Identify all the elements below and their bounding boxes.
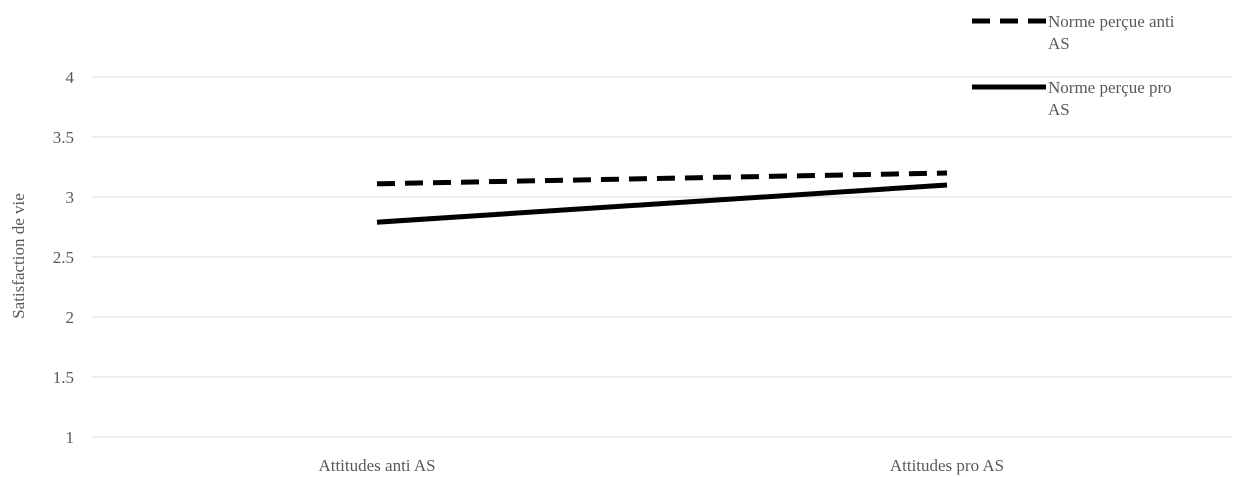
y-tick-labels: 1 1.5 2 2.5 3 3.5 4 (53, 68, 75, 447)
series-line-2 (376, 182, 948, 225)
legend-label-2: Norme perçue pro AS (1048, 78, 1172, 119)
y-axis-title: Satisfaction de vie (9, 193, 28, 319)
y-tick-label: 3 (66, 188, 75, 207)
series-lines (376, 170, 948, 225)
x-category-labels: Attitudes anti AS Attitudes pro AS (318, 456, 1004, 475)
y-tick-label: 1.5 (53, 368, 74, 387)
x-category-label: Attitudes pro AS (890, 456, 1004, 475)
series-line-1 (376, 170, 948, 187)
y-tick-label: 3.5 (53, 128, 74, 147)
y-tick-label: 2 (66, 308, 75, 327)
y-tick-label: 2.5 (53, 248, 74, 267)
y-tick-label: 4 (66, 68, 75, 87)
legend: Norme perçue anti AS Norme perçue pro AS (972, 12, 1175, 119)
legend-label-1: Norme perçue anti AS (1048, 12, 1175, 53)
y-tick-label: 1 (66, 428, 75, 447)
x-category-label: Attitudes anti AS (318, 456, 435, 475)
gridlines (92, 76, 1232, 438)
